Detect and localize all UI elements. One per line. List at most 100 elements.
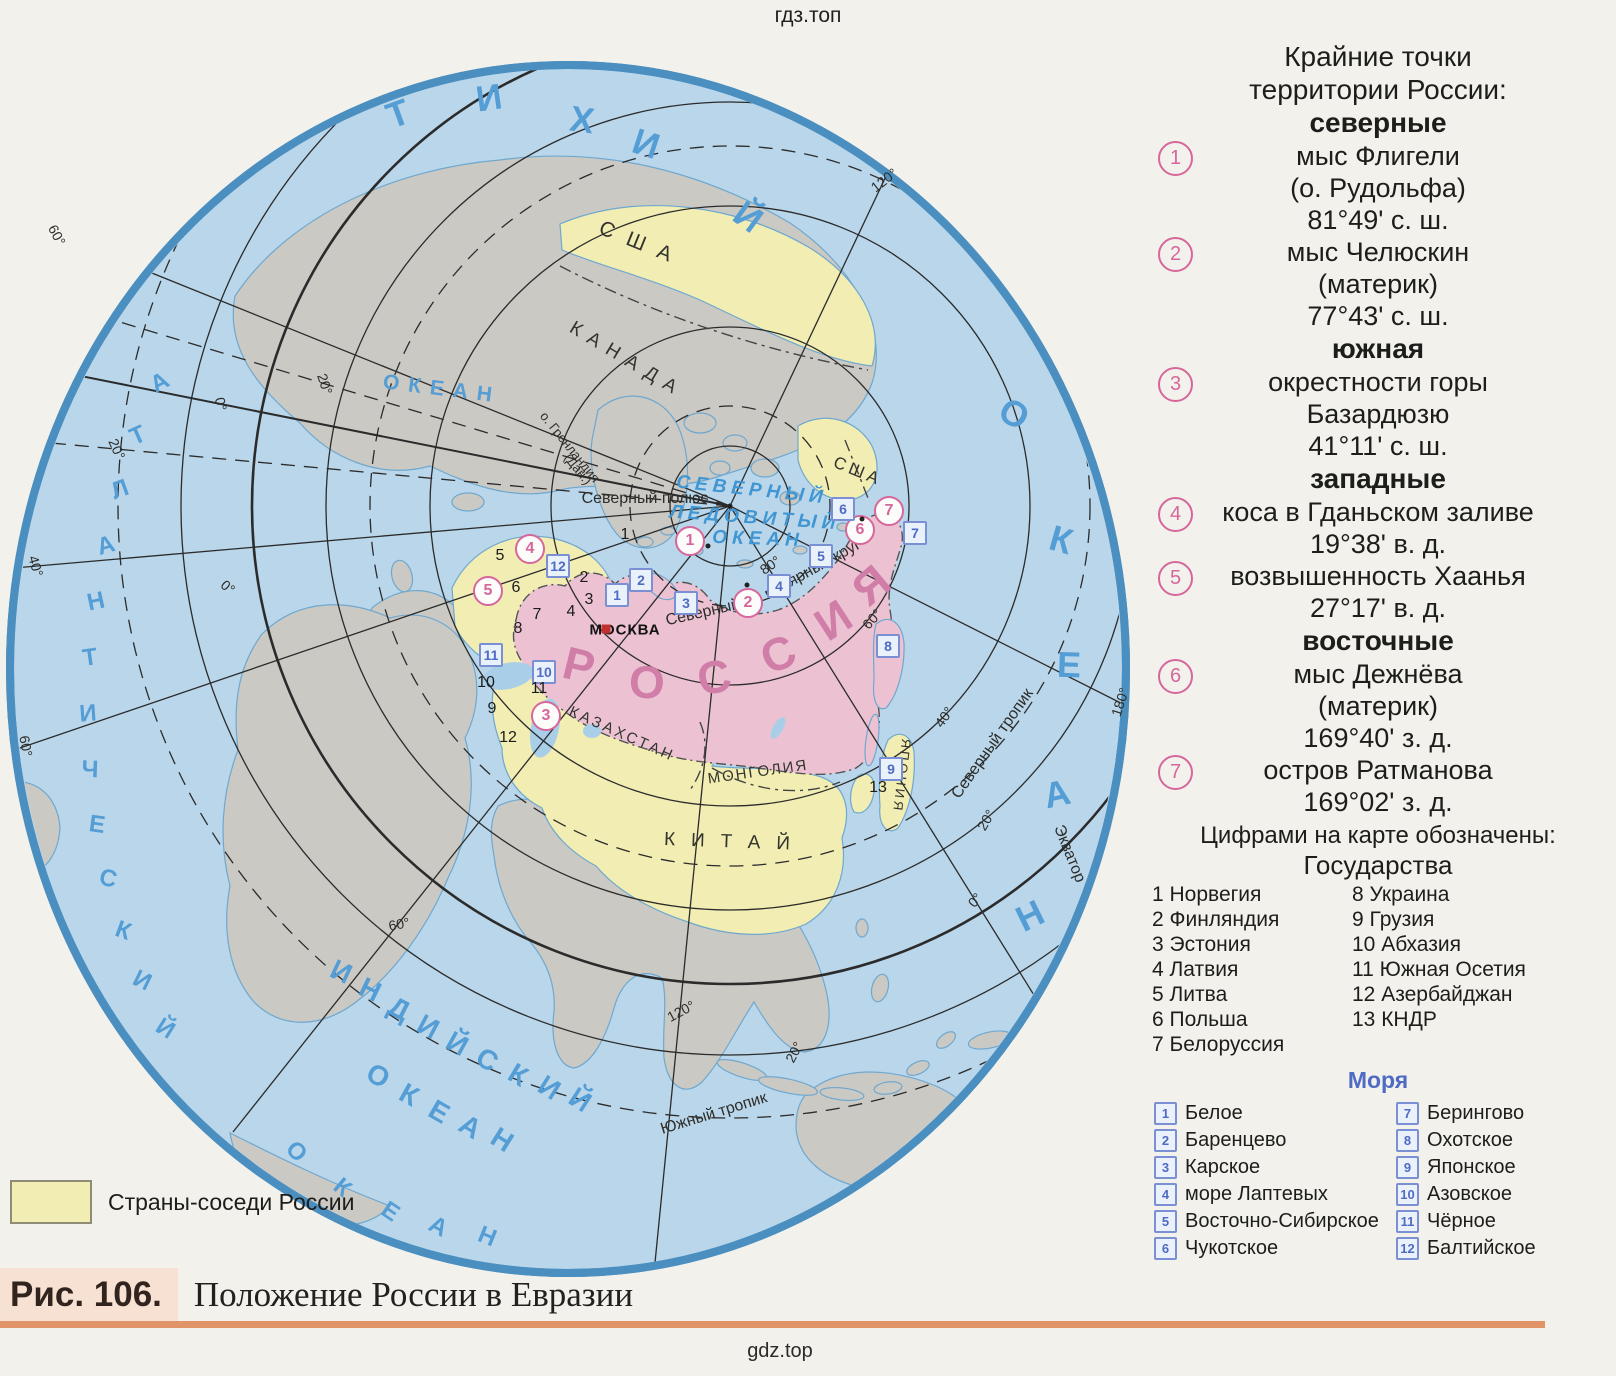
- sea-item: 8 Охотское: [1396, 1127, 1536, 1154]
- sea-marker: 8: [876, 634, 900, 658]
- state-item: 12 Азербайджан: [1352, 983, 1513, 1006]
- sea-number-square: 6: [1154, 1237, 1177, 1260]
- map-label-deg: 60°: [387, 914, 411, 934]
- sea-marker: 4: [767, 574, 791, 598]
- point-text-line: 81°49' с. ш.: [1307, 205, 1449, 235]
- sea-item: 3 Карское: [1154, 1154, 1396, 1181]
- legend-swatch-neighbors: [10, 1180, 92, 1224]
- sea-marker: 6: [831, 497, 855, 521]
- sea-name: Баренцево: [1185, 1129, 1287, 1151]
- sea-number-square: 11: [1396, 1210, 1419, 1233]
- seas-column-1: 1 Белое 2 Баренцево 3 Карское 4 море Лаптевых 5 В…: [1154, 1100, 1396, 1262]
- sea-name: Берингово: [1427, 1102, 1525, 1124]
- sea-item: 12 Балтийское: [1396, 1235, 1536, 1262]
- sea-item: 7 Берингово: [1396, 1100, 1536, 1127]
- globe-svg: [6, 61, 1130, 1277]
- point-text-line: 19°38' в. д.: [1309, 529, 1447, 559]
- extreme-point-row: 4 коса в Гданьском заливе 19°38' в. д.: [1142, 496, 1614, 560]
- point-text-line: остров Ратманова: [1263, 755, 1493, 785]
- map-label-ocean-big: И: [473, 75, 505, 120]
- sea-name: Азовское: [1427, 1183, 1513, 1205]
- globe-rim: [6, 61, 1130, 1277]
- state-item: 7 Белоруссия: [1152, 1033, 1285, 1056]
- sea-number-square: 4: [1154, 1183, 1177, 1206]
- map-dot: [744, 582, 750, 588]
- state-number: 10: [477, 674, 495, 691]
- sea-number-square: 10: [1396, 1183, 1419, 1206]
- state-item: 13 КНДР: [1352, 1008, 1437, 1031]
- sea-marker: 7: [903, 521, 927, 545]
- sea-marker: 9: [879, 757, 903, 781]
- map-label-arctic: ОКЕАН: [711, 526, 805, 552]
- point-number-circle: 6: [1158, 659, 1193, 694]
- land-sakhalin: [864, 713, 880, 767]
- map-label-deg: 0°: [211, 395, 231, 413]
- group-heading: западные: [1310, 463, 1446, 494]
- sea-marker: 12: [546, 554, 570, 578]
- sea-marker: 5: [809, 544, 833, 568]
- sea-item: 2 Баренцево: [1154, 1127, 1396, 1154]
- sea-marker: 11: [479, 643, 503, 667]
- extreme-point-row: 7 остров Ратманова 169°02' з. д.: [1142, 754, 1614, 818]
- extreme-point-marker: 5: [473, 576, 503, 606]
- point-number-circle: 2: [1158, 237, 1193, 272]
- sea-item: 6 Чукотское: [1154, 1235, 1396, 1262]
- sea-name: Карское: [1185, 1156, 1261, 1178]
- sea-marker: 3: [674, 591, 698, 615]
- state-number: 3: [584, 591, 594, 608]
- extreme-point-row: 1 мыс Флигели (о. Рудольфа) 81°49' с. ш.: [1142, 140, 1614, 236]
- map-label-ocean-left: Ч: [81, 755, 99, 784]
- sea-number-square: 9: [1396, 1156, 1419, 1179]
- sea-name: Белое: [1185, 1102, 1243, 1124]
- point-text-line: 41°11' с. ш.: [1308, 431, 1448, 461]
- state-number: 6: [511, 579, 521, 596]
- sea-marker: 2: [629, 568, 653, 592]
- map-label-deg: 60°: [16, 734, 36, 758]
- state-number: 8: [513, 620, 523, 637]
- sea-name: Охотское: [1427, 1129, 1513, 1151]
- group-heading: южная: [1331, 333, 1425, 364]
- sea-number-square: 5: [1154, 1210, 1177, 1233]
- map-label-ocean-left: Е: [87, 810, 107, 839]
- point-text-line: (материк): [1318, 691, 1438, 721]
- state-item: 5 Литва: [1152, 983, 1228, 1006]
- state-number: 2: [579, 569, 589, 586]
- extreme-points-panel: Крайние точки территории России: северны…: [1142, 40, 1614, 1262]
- state-borders: [559, 265, 869, 792]
- sea-item: 11 Чёрное: [1396, 1208, 1536, 1235]
- state-number: 7: [532, 606, 542, 623]
- extreme-point-row: 3 окрестности горы Базардюзю 41°11' с. ш.: [1142, 366, 1614, 462]
- extreme-point-marker: 3: [531, 701, 561, 731]
- state-item: 10 Абхазия: [1352, 933, 1461, 956]
- state-item: 9 Грузия: [1352, 908, 1435, 931]
- states-heading: Государства: [1303, 850, 1453, 880]
- point-number-circle: 4: [1158, 497, 1193, 532]
- site-footer: gdz.top: [747, 1340, 813, 1362]
- panel-title-line1: Крайние точки: [1284, 41, 1472, 72]
- graticule-parallels: [180, 69, 1121, 1056]
- sea-marker: 10: [532, 660, 556, 684]
- graticule-meridians: [15, 69, 1121, 1269]
- extreme-point-marker: 4: [515, 534, 545, 564]
- sea-name: Чёрное: [1427, 1210, 1496, 1232]
- point-text-line: мыс Дежнёва: [1293, 659, 1463, 689]
- map-label-ocean-big: Х: [567, 97, 597, 142]
- sea-item: 1 Белое: [1154, 1100, 1396, 1127]
- sea-number-square: 7: [1396, 1102, 1419, 1125]
- point-text-line: возвышенность Хаанья: [1230, 561, 1526, 591]
- sea-name: Чукотское: [1185, 1237, 1279, 1259]
- point-text-line: 27°17' в. д.: [1309, 593, 1447, 623]
- graticule-dashed: [117, 69, 1121, 1119]
- land-usa-yellow: [559, 205, 876, 367]
- point-text-line: (о. Рудольфа): [1290, 173, 1466, 203]
- point-text-line: мыс Флигели: [1296, 141, 1460, 171]
- state-item: 11 Южная Осетия: [1352, 958, 1526, 981]
- extreme-point-marker: 7: [874, 496, 904, 526]
- figure-title: Положение России в Евразии: [193, 1275, 634, 1314]
- point-text-line: 169°40' з. д.: [1303, 723, 1453, 753]
- states-columns: 1 Норвегия 2 Финляндия 3 Эстония 4 Латвия 5 …: [1142, 882, 1614, 1057]
- seas-column-2: 7 Берингово 8 Охотское 9 Японское 10 Азовское 11…: [1396, 1100, 1536, 1262]
- land-britain: [390, 559, 414, 593]
- state-number: 9: [487, 700, 497, 717]
